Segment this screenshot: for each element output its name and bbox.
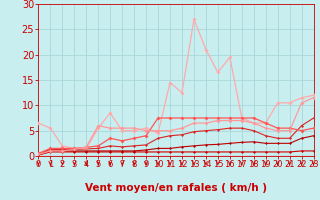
X-axis label: Vent moyen/en rafales ( km/h ): Vent moyen/en rafales ( km/h )	[85, 183, 267, 193]
